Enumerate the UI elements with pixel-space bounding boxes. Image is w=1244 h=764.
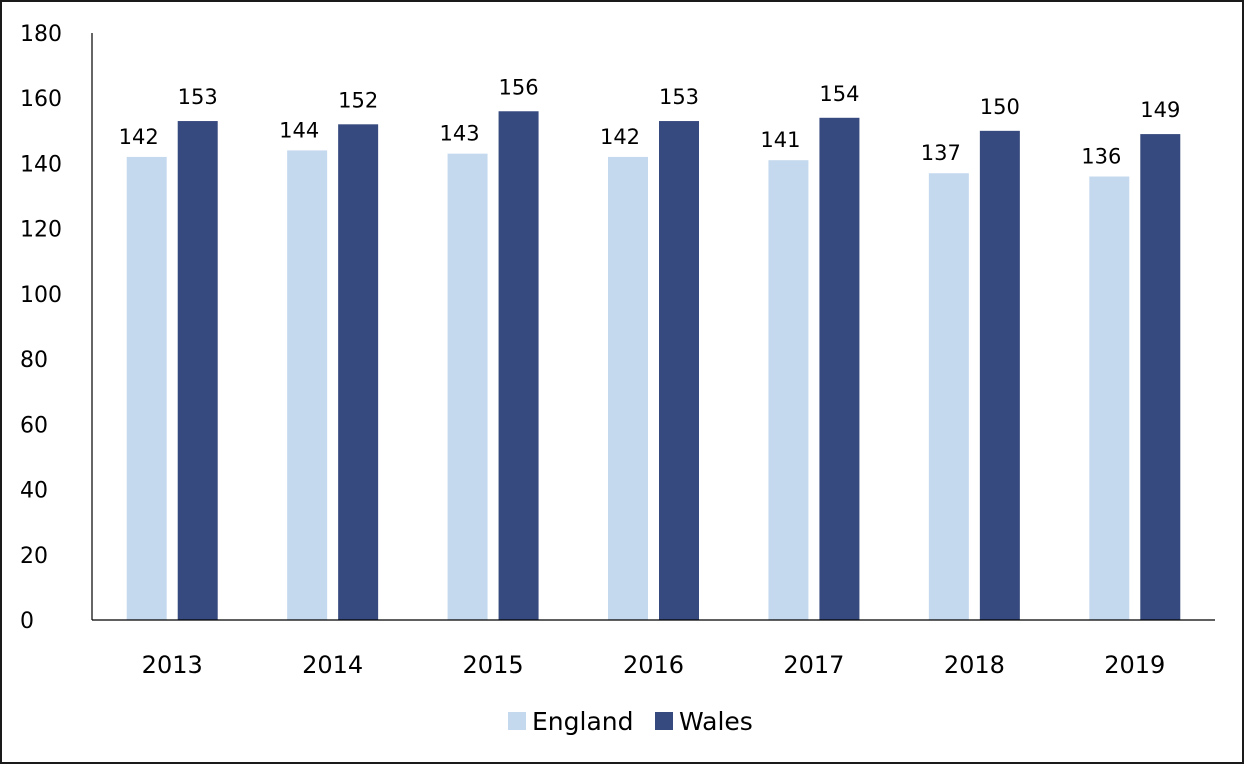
bar-wales-2015: [498, 111, 539, 621]
y-tick-label: 140: [20, 152, 62, 177]
bar-england-2017: [768, 160, 809, 620]
y-tick-label: 0: [20, 609, 34, 634]
y-tick-label: 120: [20, 218, 62, 243]
y-tick-label: 80: [20, 348, 48, 373]
data-label-england-2016: 142: [600, 125, 640, 149]
y-tick-label: 40: [20, 479, 48, 504]
data-label-wales-2017: 154: [819, 82, 859, 106]
legend-label-wales: Wales: [679, 707, 753, 736]
data-label-wales-2013: 153: [178, 85, 218, 109]
bar-wales-2013: [177, 121, 218, 621]
x-tick-label: 2019: [1104, 651, 1165, 679]
x-tick-label: 2014: [302, 651, 363, 679]
legend-swatch-wales: [655, 712, 673, 730]
data-label-england-2013: 142: [119, 125, 159, 149]
data-label-wales-2016: 153: [659, 85, 699, 109]
data-label-england-2015: 143: [440, 122, 480, 146]
bar-wales-2014: [338, 124, 379, 621]
data-label-wales-2015: 156: [499, 75, 539, 99]
data-labels: 142 153 144 152 143 156 142 153 141 154 137 150 136 1…: [119, 75, 1181, 168]
legend-swatch-england: [508, 712, 526, 730]
y-axis: 0 20 40 60 80 100 120 140 160 180: [20, 22, 93, 634]
legend: England Wales: [508, 707, 753, 736]
y-tick-label: 100: [20, 283, 62, 308]
data-label-england-2018: 137: [921, 141, 961, 165]
bar-wales-2019: [1140, 134, 1181, 620]
bars: [126, 111, 1181, 621]
data-label-england-2019: 136: [1081, 144, 1121, 168]
y-tick-label: 180: [20, 22, 62, 47]
bar-england-2015: [447, 153, 488, 620]
x-tick-label: 2017: [783, 651, 844, 679]
bar-england-2016: [608, 156, 648, 620]
data-label-wales-2018: 150: [980, 95, 1020, 119]
x-tick-label: 2013: [142, 651, 203, 679]
bar-england-2014: [287, 150, 328, 620]
y-tick-label: 60: [20, 413, 48, 438]
bar-england-2013: [126, 156, 167, 620]
bar-england-2019: [1089, 176, 1130, 620]
legend-label-england: England: [532, 707, 634, 736]
y-tick-label: 20: [20, 544, 48, 569]
data-label-wales-2014: 152: [338, 88, 378, 112]
y-tick-label: 160: [20, 87, 62, 112]
x-axis: 2013 2014 2015 2016 2017 2018 2019: [92, 619, 1215, 679]
bar-wales-2016: [659, 121, 699, 621]
data-label-england-2017: 141: [760, 128, 800, 152]
bar-wales-2018: [979, 130, 1020, 621]
bar-england-2018: [928, 173, 969, 620]
bar-wales-2017: [819, 117, 860, 621]
x-tick-label: 2016: [623, 651, 684, 679]
x-tick-label: 2015: [463, 651, 524, 679]
data-label-wales-2019: 149: [1140, 98, 1180, 122]
x-tick-label: 2018: [944, 651, 1005, 679]
data-label-england-2014: 144: [279, 118, 319, 142]
